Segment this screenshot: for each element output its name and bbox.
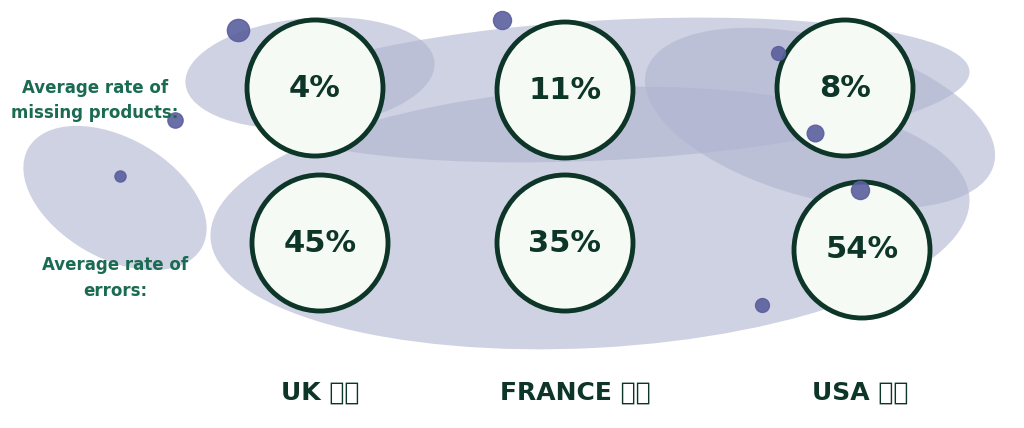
Circle shape [247,20,383,156]
Circle shape [777,20,913,156]
Text: Average rate of
errors:: Average rate of errors: [42,256,188,300]
Ellipse shape [185,17,434,129]
Text: 45%: 45% [284,229,356,258]
Ellipse shape [211,86,970,349]
Circle shape [497,175,633,311]
Text: 35%: 35% [528,229,601,258]
Circle shape [794,182,930,318]
Text: 54%: 54% [825,235,899,265]
Text: 11%: 11% [528,75,601,104]
Text: UK 🇬🇧: UK 🇬🇧 [281,381,359,405]
Text: 8%: 8% [819,74,871,102]
Ellipse shape [24,126,207,270]
Circle shape [497,22,633,158]
Text: Average rate of
missing products:: Average rate of missing products: [11,78,178,122]
Ellipse shape [645,28,995,208]
Ellipse shape [251,18,970,162]
Text: USA 🇺🇸: USA 🇺🇸 [812,381,908,405]
Text: FRANCE 🇫🇷: FRANCE 🇫🇷 [500,381,650,405]
Circle shape [252,175,388,311]
Text: 4%: 4% [289,74,341,102]
